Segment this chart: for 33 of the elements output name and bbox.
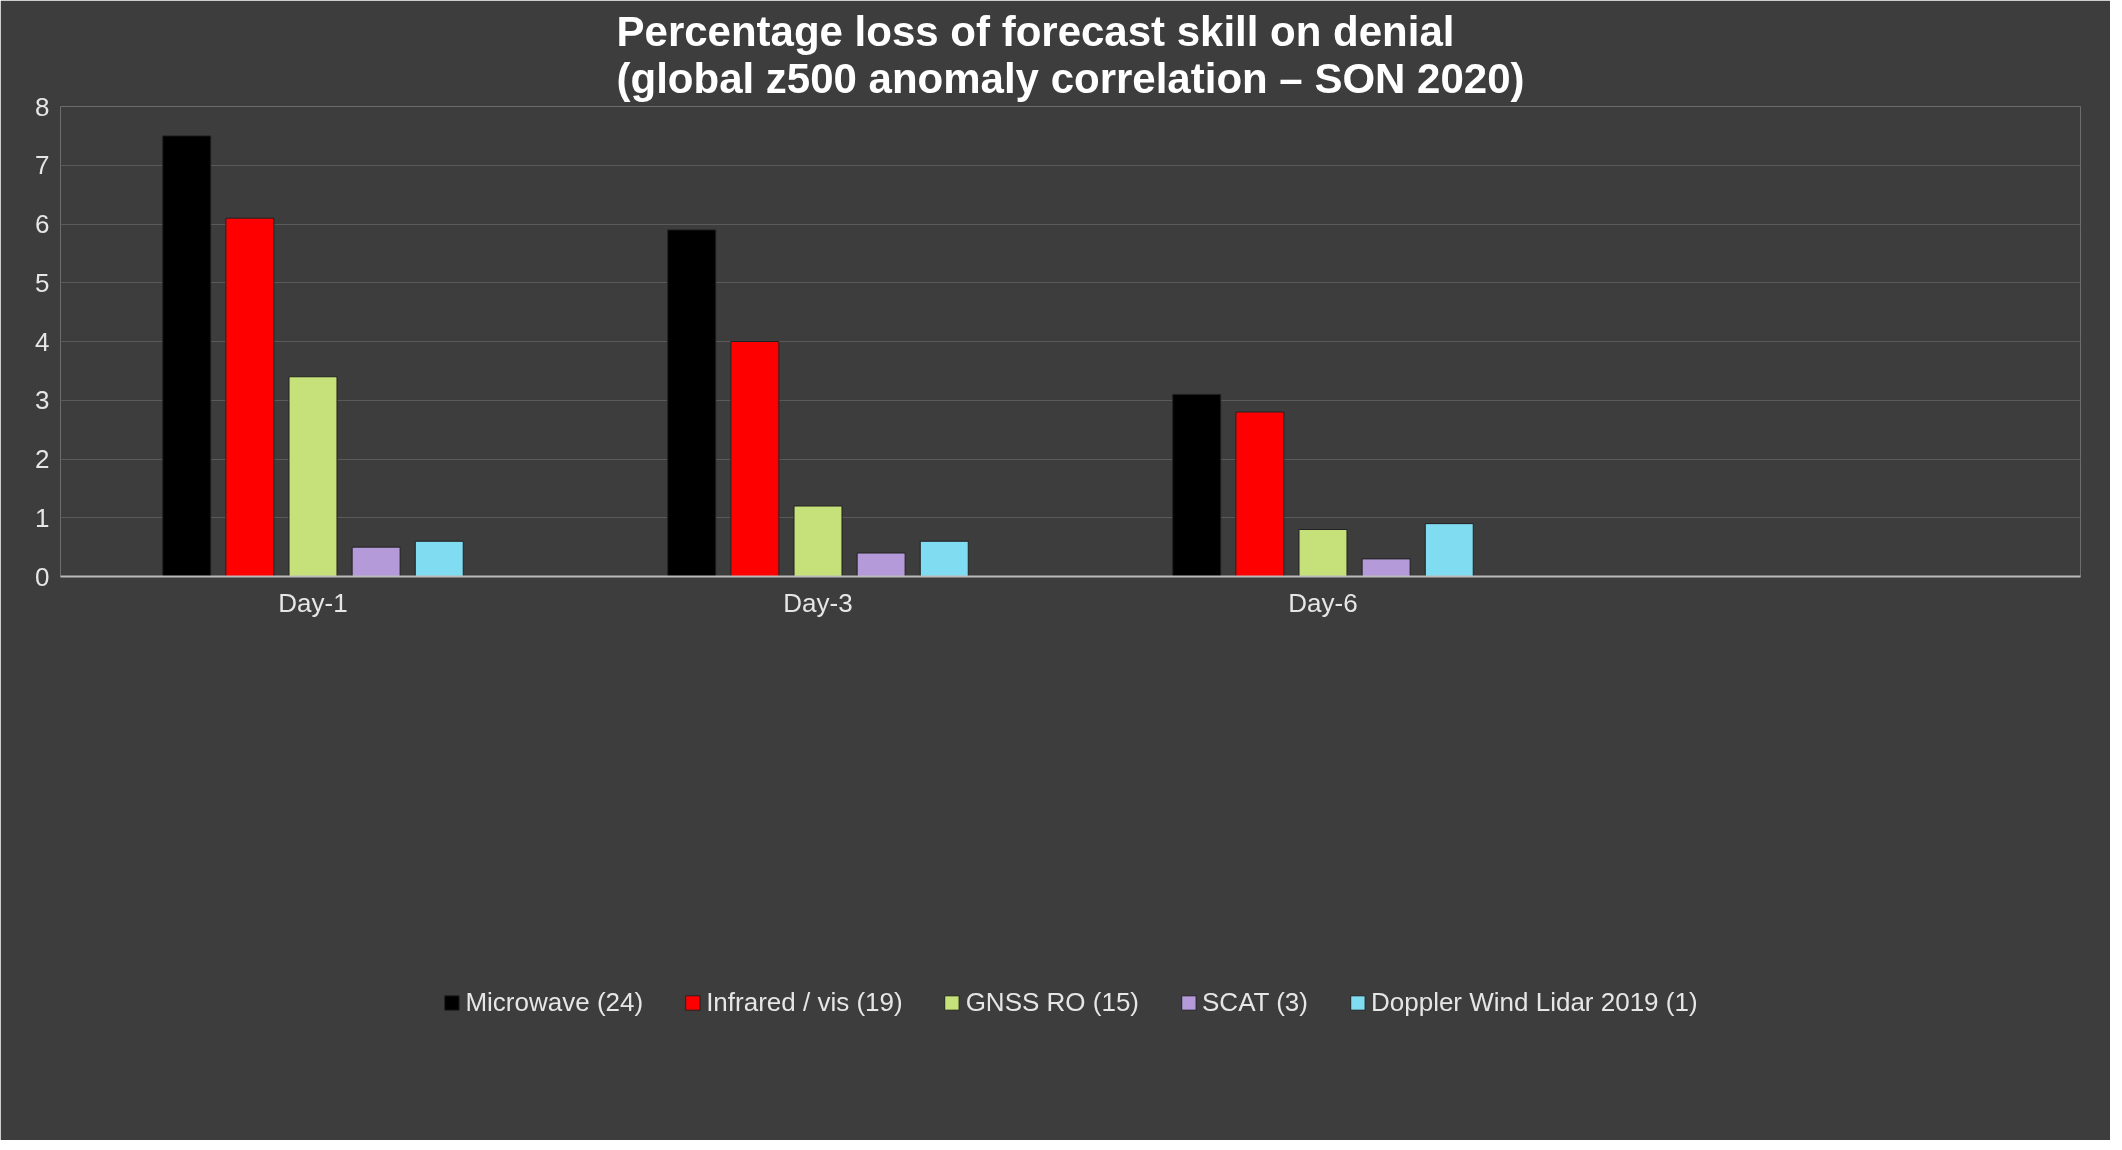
bar (1235, 411, 1285, 577)
y-tick-label: 3 (35, 385, 50, 416)
chart-title: Percentage loss of forecast skill on denial (global z500 anomaly correlation – SON 2020) (616, 7, 1525, 102)
bar (351, 546, 401, 577)
bar (1298, 529, 1348, 577)
y-tick-label: 2 (35, 444, 50, 474)
bar (162, 135, 212, 577)
y-tick-label: 8 (35, 91, 50, 122)
bar (793, 505, 843, 577)
bar (1172, 393, 1222, 577)
y-tick-label: 7 (35, 150, 50, 181)
legend-label: GNSS RO (15) (965, 986, 1140, 1018)
legend-label: Microwave (24) (465, 986, 644, 1018)
bar (1361, 558, 1411, 577)
bar (414, 540, 464, 577)
bar (1424, 523, 1474, 577)
legend-label: SCAT (3) (1202, 986, 1308, 1018)
bar (288, 376, 338, 577)
legend-label: Doppler Wind Lidar 2019 (1) (1370, 986, 1698, 1018)
y-tick-label: 0 (35, 561, 50, 592)
y-tick-label: 6 (35, 209, 50, 239)
bar (730, 341, 780, 577)
bar (667, 229, 717, 577)
bar (225, 217, 275, 577)
y-tick-label: 1 (35, 502, 50, 533)
x-tick-label: Day-6 (1288, 587, 1358, 618)
bar (919, 540, 969, 577)
x-tick-label: Day-1 (278, 587, 348, 618)
y-tick-label: 4 (35, 326, 50, 357)
y-tick-label: 5 (35, 267, 50, 298)
x-tick-label: Day-3 (783, 587, 853, 618)
bar (856, 552, 906, 577)
legend-label: Infrared / vis (19) (706, 986, 903, 1018)
